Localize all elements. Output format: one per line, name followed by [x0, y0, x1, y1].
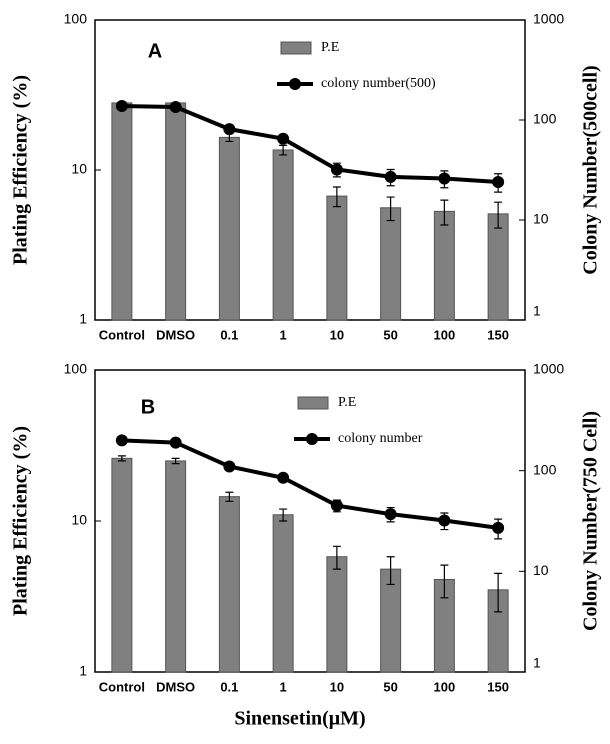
- x-tick-label: 50: [383, 327, 397, 342]
- y2-tick-label: 10: [533, 562, 549, 578]
- x-tick-label: 10: [330, 679, 344, 694]
- error-bar: [440, 512, 449, 531]
- line: [121, 104, 499, 184]
- x-tick-label: 10: [330, 327, 344, 342]
- y-tick-label: 100: [64, 361, 88, 377]
- bar: [218, 136, 240, 321]
- legend-marker: [306, 433, 318, 445]
- bar: [272, 514, 294, 673]
- error-bar: [225, 491, 234, 502]
- error-bar: [386, 506, 395, 523]
- bar: [487, 213, 509, 321]
- y-tick-label: 1: [79, 311, 87, 327]
- error-bar: [440, 199, 449, 226]
- bar: [272, 149, 294, 321]
- error-bar: [494, 201, 503, 229]
- y2-tick-label: 1: [533, 303, 541, 319]
- error-bar: [332, 499, 341, 513]
- x-axis-label: Sinensetin(μM): [234, 708, 365, 730]
- x-tick-label: 1: [280, 327, 287, 342]
- y-tick-label: 1: [79, 663, 87, 679]
- error-bar: [332, 162, 341, 178]
- y2-tick-label: 1000: [533, 11, 564, 27]
- legend-marker: [289, 78, 301, 90]
- x-tick-label: 0.1: [220, 327, 238, 342]
- y2-tick-label: 100: [533, 111, 557, 127]
- bar: [326, 556, 348, 673]
- error-bar: [494, 518, 503, 540]
- bar: [433, 210, 455, 321]
- legend-swatch: [280, 41, 312, 55]
- error-bar: [279, 135, 288, 143]
- bar: [111, 102, 133, 321]
- y-axis-label: Plating Efficiency (%): [10, 426, 32, 616]
- error-bar: [386, 168, 395, 187]
- error-bar: [494, 173, 503, 193]
- y2-axis-label: Colony Number(750 Cell): [580, 411, 602, 631]
- x-tick-label: 150: [487, 327, 509, 342]
- error-bar: [386, 196, 395, 222]
- plot-frame: [94, 19, 526, 321]
- line: [121, 438, 499, 530]
- error-bar: [440, 170, 449, 189]
- y-axis-label: Plating Efficiency (%): [10, 75, 32, 265]
- legend-label: P.E: [338, 395, 356, 410]
- y2-tick-label: 100: [533, 461, 557, 477]
- bar: [165, 460, 187, 673]
- legend-label: colony number: [338, 431, 423, 446]
- x-tick-label: 150: [487, 679, 509, 694]
- error-bar: [279, 144, 288, 156]
- bar: [326, 195, 348, 321]
- error-bar: [225, 463, 234, 470]
- x-tick-label: 100: [434, 327, 456, 342]
- x-tick-label: Control: [99, 679, 145, 694]
- y-tick-label: 10: [71, 512, 87, 528]
- y2-tick-label: 1000: [533, 361, 564, 377]
- error-bar: [386, 556, 395, 586]
- error-bar: [171, 457, 180, 465]
- error-bar: [332, 545, 341, 570]
- error-bar: [117, 455, 126, 462]
- bar: [165, 102, 187, 321]
- error-bar: [440, 564, 449, 599]
- y-tick-label: 10: [71, 161, 87, 177]
- error-bar: [279, 508, 288, 522]
- x-tick-label: 100: [434, 679, 456, 694]
- error-bar: [279, 474, 288, 482]
- x-tick-label: 0.1: [220, 679, 238, 694]
- legend-label: P.E: [321, 40, 339, 55]
- error-bar: [225, 125, 234, 133]
- x-tick-label: 1: [280, 679, 287, 694]
- y-tick-label: 100: [64, 11, 88, 27]
- legend-swatch: [297, 396, 329, 410]
- x-tick-label: 50: [383, 679, 397, 694]
- panel-label: A: [148, 40, 162, 62]
- y2-tick-label: 10: [533, 211, 549, 227]
- y2-axis-label: Colony Number(500cell): [580, 65, 602, 274]
- bar: [111, 457, 133, 673]
- legend-label: colony number(500): [321, 76, 436, 91]
- bar: [380, 207, 402, 321]
- error-bar: [332, 186, 341, 208]
- x-tick-label: DMSO: [156, 327, 195, 342]
- x-tick-label: Control: [99, 327, 145, 342]
- bar: [218, 496, 240, 673]
- x-tick-label: DMSO: [156, 679, 195, 694]
- panel-label: B: [141, 396, 155, 418]
- error-bar: [494, 572, 503, 613]
- y2-tick-label: 1: [533, 655, 541, 671]
